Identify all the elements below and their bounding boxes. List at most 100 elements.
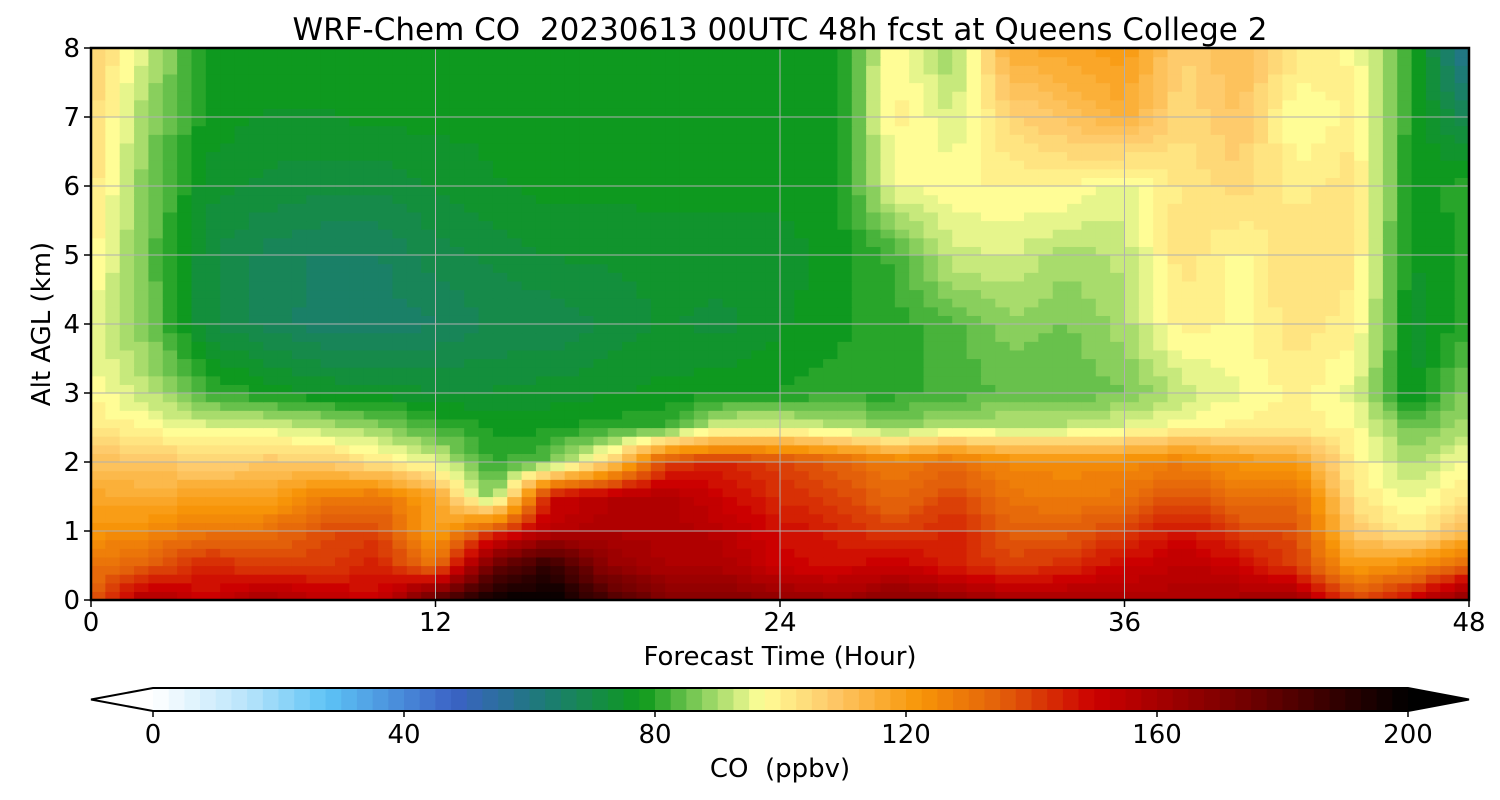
heatmap-cell	[837, 479, 853, 489]
heatmap-cell	[995, 427, 1011, 437]
heatmap-cell	[1138, 367, 1154, 377]
heatmap-cell	[1081, 289, 1097, 299]
heatmap-cell	[736, 548, 752, 558]
heatmap-cell	[492, 522, 508, 532]
heatmap-cell	[234, 341, 250, 351]
heatmap-cell	[220, 531, 236, 541]
heatmap-cell	[205, 203, 221, 213]
heatmap-cell	[1425, 220, 1441, 230]
heatmap-cell	[421, 591, 437, 600]
heatmap-cell	[679, 263, 695, 273]
heatmap-cell	[478, 496, 494, 506]
heatmap-cell	[579, 444, 594, 454]
heatmap-cell	[1411, 315, 1427, 325]
heatmap-cell	[708, 358, 724, 368]
heatmap-cell	[980, 384, 996, 394]
heatmap-cell	[866, 324, 882, 334]
heatmap-cell	[1024, 349, 1039, 360]
heatmap-cell	[464, 272, 480, 282]
heatmap-cell	[1081, 427, 1097, 437]
heatmap-cell	[1368, 487, 1384, 498]
heatmap-cell	[1411, 289, 1427, 299]
heatmap-cell	[665, 194, 681, 204]
heatmap-cell	[320, 332, 336, 342]
heatmap-cell	[421, 255, 437, 265]
heatmap-cell	[1210, 574, 1226, 584]
heatmap-cell	[593, 255, 609, 265]
heatmap-cell	[148, 255, 164, 265]
heatmap-cell	[593, 341, 609, 351]
heatmap-cell	[736, 349, 752, 360]
heatmap-cell	[622, 367, 638, 377]
heatmap-cell	[349, 211, 365, 222]
heatmap-cell	[794, 574, 810, 584]
heatmap-cell	[952, 220, 968, 230]
heatmap-cell	[679, 574, 695, 584]
heatmap-cell	[406, 194, 422, 204]
heatmap-cell	[722, 487, 738, 498]
heatmap-cell	[636, 315, 652, 325]
heatmap-cell	[435, 367, 451, 377]
heatmap-cell	[966, 246, 982, 256]
heatmap-cell	[579, 151, 594, 161]
heatmap-cell	[593, 531, 609, 541]
heatmap-cell	[952, 341, 968, 351]
heatmap-cell	[1067, 418, 1083, 429]
heatmap-cell	[1368, 479, 1384, 489]
heatmap-cell	[636, 324, 652, 334]
heatmap-cell	[535, 255, 551, 265]
heatmap-cell	[650, 367, 666, 377]
heatmap-cell	[923, 393, 939, 403]
heatmap-cell	[1253, 186, 1269, 196]
heatmap-cell	[851, 522, 867, 532]
heatmap-cell	[995, 522, 1011, 532]
heatmap-cell	[909, 410, 925, 420]
heatmap-cell	[521, 280, 537, 291]
heatmap-cell	[1382, 168, 1398, 178]
heatmap-cell	[449, 496, 465, 506]
heatmap-cell	[665, 479, 681, 489]
heatmap-cell	[995, 453, 1011, 463]
heatmap-cell	[91, 531, 106, 541]
heatmap-cell	[679, 462, 695, 472]
heatmap-cell	[923, 203, 939, 213]
heatmap-cell	[1253, 522, 1269, 532]
heatmap-cell	[823, 565, 839, 575]
heatmap-cell	[1167, 220, 1183, 230]
heatmap-cell	[1138, 332, 1154, 342]
heatmap-cell	[679, 298, 695, 308]
heatmap-cell	[1110, 487, 1126, 498]
heatmap-cell	[291, 177, 307, 187]
heatmap-cell	[234, 177, 250, 187]
heatmap-cell	[1268, 565, 1283, 575]
heatmap-cell	[1095, 246, 1111, 256]
heatmap-cell	[335, 332, 350, 342]
heatmap-cell	[851, 289, 867, 299]
heatmap-cell	[1425, 556, 1441, 567]
heatmap-cell	[105, 211, 121, 222]
heatmap-cell	[1397, 531, 1413, 541]
heatmap-cell	[751, 263, 767, 273]
heatmap-cell	[1153, 220, 1169, 230]
heatmap-cell	[1253, 298, 1269, 308]
heatmap-cell	[507, 324, 523, 334]
heatmap-cell	[378, 505, 394, 515]
heatmap-cell	[1081, 177, 1097, 187]
heatmap-cell	[923, 505, 939, 515]
heatmap-cell	[378, 151, 394, 161]
heatmap-cell	[205, 298, 221, 308]
heatmap-cell	[937, 255, 953, 265]
heatmap-cell	[535, 246, 551, 256]
heatmap-cell	[248, 522, 264, 532]
heatmap-cell	[780, 487, 795, 498]
heatmap-cell	[708, 427, 724, 437]
heatmap-cell	[665, 496, 681, 506]
heatmap-cell	[880, 358, 896, 368]
heatmap-cell	[134, 272, 150, 282]
heatmap-cell	[894, 582, 910, 592]
heatmap-cell	[148, 513, 164, 523]
heatmap-cell	[980, 565, 996, 575]
heatmap-cell	[995, 375, 1011, 385]
heatmap-cell	[478, 418, 494, 429]
heatmap-cell	[1253, 531, 1269, 541]
